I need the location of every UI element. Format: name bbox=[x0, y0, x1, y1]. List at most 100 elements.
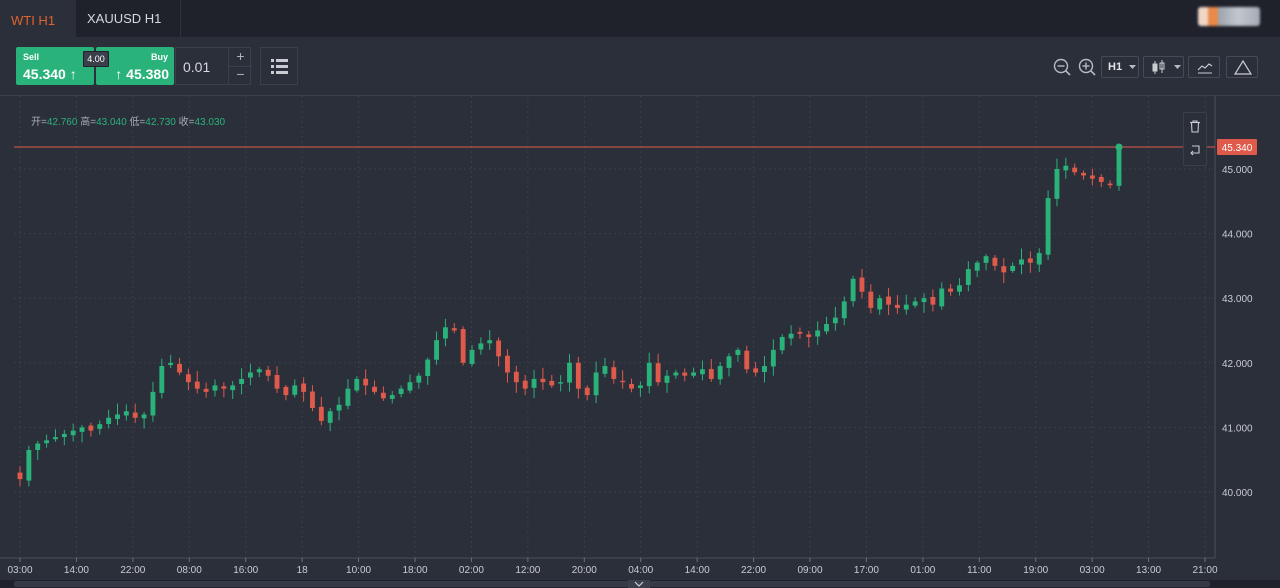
candle bbox=[256, 367, 262, 378]
candle bbox=[1081, 170, 1086, 180]
price-axis: 45.000 44.000 43.000 42.000 41.000 40.000 bbox=[1222, 165, 1253, 499]
candle bbox=[1089, 168, 1095, 186]
candle bbox=[159, 358, 165, 399]
tab-label: WTI H1 bbox=[11, 13, 56, 28]
candle bbox=[965, 261, 971, 292]
x-tick-label: 14:00 bbox=[685, 565, 710, 576]
candle bbox=[363, 369, 369, 395]
price-chart[interactable]: 45.000 44.000 43.000 42.000 41.000 40.000 03:… bbox=[0, 96, 1280, 588]
candle bbox=[1019, 248, 1024, 275]
candle bbox=[292, 379, 298, 398]
candle bbox=[247, 363, 253, 386]
y-tick-label: 43.000 bbox=[1222, 294, 1253, 305]
candle bbox=[194, 371, 200, 394]
candle bbox=[1098, 174, 1104, 188]
tab-xauusd-h1[interactable]: XAUUSD H1 bbox=[76, 0, 181, 37]
drawing-tools-button[interactable] bbox=[1226, 56, 1258, 78]
last-price-dot bbox=[1115, 143, 1123, 151]
y-tick-label: 41.000 bbox=[1222, 423, 1253, 434]
y-tick-label: 44.000 bbox=[1222, 230, 1253, 241]
candle bbox=[132, 403, 138, 423]
tab-wti-h1[interactable]: WTI H1 bbox=[0, 0, 76, 37]
candle bbox=[522, 374, 528, 396]
candles bbox=[17, 144, 1122, 487]
quantity-input[interactable]: 0.01 bbox=[183, 59, 211, 75]
candle bbox=[637, 381, 643, 397]
timeframe-select[interactable]: H1 bbox=[1101, 56, 1139, 78]
sell-button[interactable]: Sell 45.340 ↑ bbox=[16, 47, 94, 85]
candle bbox=[88, 422, 94, 437]
quantity-increase-button[interactable]: + bbox=[228, 48, 252, 67]
candle bbox=[735, 347, 741, 362]
timeframe-value: H1 bbox=[1108, 61, 1123, 73]
indicators-button[interactable] bbox=[1188, 56, 1220, 78]
candle bbox=[44, 434, 50, 448]
x-tick-label: 12:00 bbox=[515, 565, 540, 576]
candle bbox=[380, 386, 386, 401]
candle bbox=[345, 379, 351, 410]
candle bbox=[912, 297, 918, 309]
candle bbox=[442, 318, 448, 347]
svg-text:45.340: 45.340 bbox=[1222, 143, 1253, 154]
scrollbar-thumb[interactable] bbox=[14, 581, 1210, 587]
quantity-stepper[interactable]: 0.01 + − bbox=[175, 47, 252, 85]
candle bbox=[1001, 258, 1007, 283]
y-tick-label: 42.000 bbox=[1222, 359, 1253, 370]
candle bbox=[70, 423, 76, 442]
spread-badge: 4.00 bbox=[83, 51, 109, 67]
candle bbox=[274, 366, 280, 393]
buy-button[interactable]: Buy ↑ 45.380 bbox=[96, 47, 174, 85]
x-tick-label: 02:00 bbox=[459, 565, 484, 576]
candle bbox=[407, 374, 413, 394]
x-tick-label: 14:00 bbox=[64, 565, 89, 576]
buy-label: Buy bbox=[150, 52, 168, 62]
zoom-out-button[interactable] bbox=[1052, 56, 1072, 78]
candle bbox=[549, 374, 555, 389]
tab-bar: WTI H1 XAUUSD H1 bbox=[0, 0, 1280, 37]
candle bbox=[974, 260, 980, 278]
candle bbox=[788, 325, 794, 346]
candle bbox=[177, 357, 182, 376]
quantity-decrease-button[interactable]: − bbox=[228, 66, 252, 84]
candle bbox=[558, 375, 564, 392]
candle bbox=[921, 293, 927, 313]
candle bbox=[894, 295, 900, 314]
candle bbox=[983, 254, 989, 271]
undo-icon[interactable] bbox=[1189, 144, 1201, 156]
collapse-panel-button[interactable] bbox=[628, 580, 650, 588]
candle bbox=[939, 282, 945, 310]
candle bbox=[478, 337, 484, 355]
candle bbox=[327, 407, 333, 432]
candle bbox=[168, 354, 174, 369]
candle bbox=[992, 255, 998, 271]
candle bbox=[79, 425, 85, 443]
candle bbox=[496, 337, 502, 367]
candle bbox=[150, 381, 156, 422]
candle bbox=[1045, 190, 1051, 260]
candle bbox=[930, 289, 936, 312]
x-tick-label: 20:00 bbox=[572, 565, 597, 576]
candle bbox=[1063, 157, 1069, 179]
order-list-button[interactable] bbox=[260, 47, 298, 85]
x-tick-label: 21:00 bbox=[1192, 565, 1217, 576]
candle bbox=[531, 369, 537, 399]
price-label: 45.340 bbox=[1217, 139, 1257, 156]
caret-down-icon bbox=[1129, 65, 1136, 69]
candle bbox=[239, 368, 245, 395]
trash-icon[interactable] bbox=[1189, 120, 1201, 133]
candle bbox=[903, 294, 909, 315]
line-tools-panel bbox=[1183, 112, 1207, 166]
tab-label: XAUUSD H1 bbox=[87, 11, 162, 26]
user-avatar[interactable] bbox=[1198, 7, 1260, 26]
sell-label: Sell bbox=[23, 52, 40, 62]
candle bbox=[770, 339, 776, 376]
y-tick-label: 40.000 bbox=[1222, 488, 1253, 499]
candle bbox=[460, 326, 466, 366]
y-tick-label: 45.000 bbox=[1222, 165, 1253, 176]
zoom-in-button[interactable] bbox=[1077, 56, 1097, 78]
candle bbox=[513, 365, 519, 393]
candle bbox=[97, 420, 103, 435]
candle bbox=[779, 334, 785, 355]
candlestick-icon bbox=[1152, 60, 1165, 74]
chart-type-select[interactable] bbox=[1143, 56, 1184, 78]
